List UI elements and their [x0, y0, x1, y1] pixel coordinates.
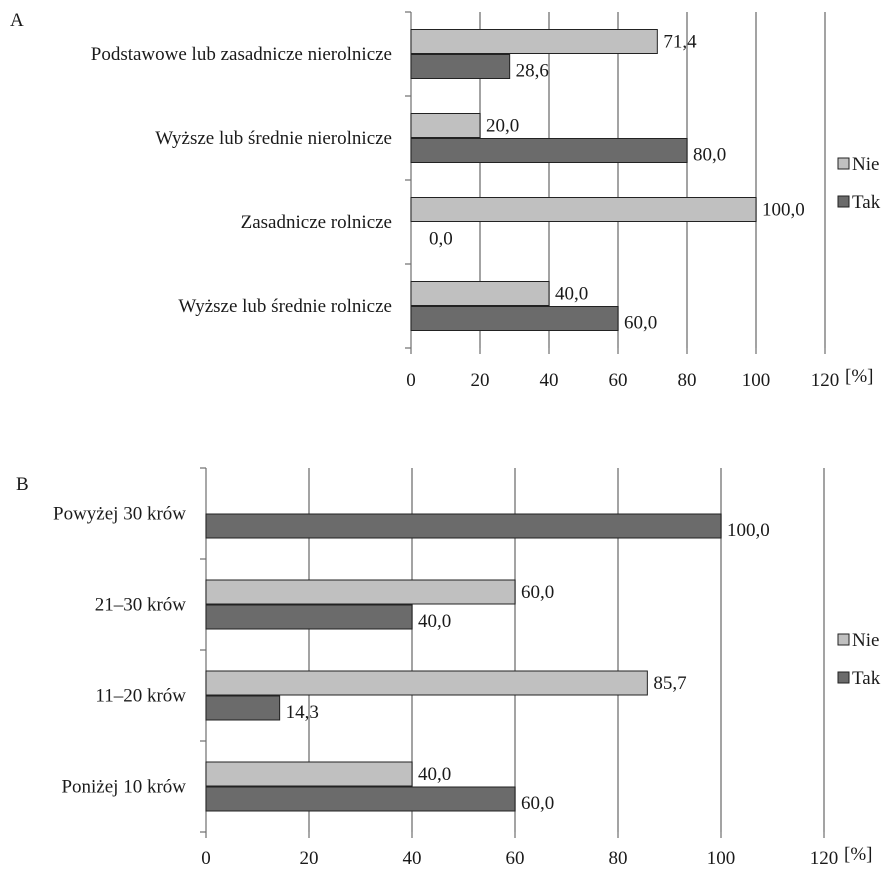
bar-tak [410, 138, 688, 163]
bar-tak [205, 695, 281, 721]
legend-swatch-tak [837, 195, 850, 208]
x-tick-label: 100 [707, 848, 736, 869]
category-label: Wyższe lub średnie nierolnicze [155, 128, 392, 149]
x-tick-label: 40 [403, 848, 422, 869]
data-label: 80,0 [693, 145, 726, 166]
data-label: 100,0 [762, 200, 805, 221]
x-tick-label: 80 [678, 370, 697, 391]
category-label: Wyższe lub średnie rolnicze [178, 296, 392, 317]
bar-nie [410, 197, 757, 222]
data-label: 40,0 [418, 611, 451, 632]
x-tick-label: 0 [406, 370, 416, 391]
x-tick-label: 120 [811, 370, 840, 391]
data-label: 40,0 [418, 764, 451, 785]
data-label: 100,0 [727, 520, 770, 541]
x-tick-label: 40 [540, 370, 559, 391]
category-label: Powyżej 30 krów [53, 504, 186, 525]
data-label: 60,0 [521, 793, 554, 814]
bar-tak [410, 54, 511, 79]
data-label: 60,0 [624, 313, 657, 334]
legend-label-nie: Nie [852, 154, 879, 175]
x-tick-label: 20 [471, 370, 490, 391]
x-tick-label: 100 [742, 370, 771, 391]
x-tick-label: 120 [810, 848, 839, 869]
bar-tak [205, 786, 516, 812]
category-label: Poniżej 10 krów [61, 777, 186, 798]
x-tick-label: 80 [609, 848, 628, 869]
category-label: 21–30 krów [95, 595, 187, 616]
x-tick-label: 60 [506, 848, 525, 869]
legend-swatch-tak [837, 671, 850, 684]
bar-nie [205, 761, 413, 787]
category-label: Podstawowe lub zasadnicze nierolnicze [91, 44, 392, 65]
legend-swatch-nie [837, 157, 850, 170]
bar-nie [410, 113, 481, 138]
category-label: Zasadnicze rolnicze [241, 212, 392, 233]
bar-nie [205, 579, 516, 605]
bar-tak [205, 513, 722, 539]
bar-tak [410, 306, 619, 331]
data-label: 14,3 [286, 702, 319, 723]
data-label: 85,7 [653, 673, 686, 694]
data-label: 60,0 [521, 582, 554, 603]
category-label: 11–20 krów [95, 686, 186, 707]
legend-swatch-nie [837, 633, 850, 646]
bar-tak [205, 604, 413, 630]
legend-label-tak: Tak [852, 192, 881, 213]
data-label: 71,4 [663, 32, 697, 53]
bar-nie [410, 29, 658, 54]
legend-label-nie: Nie [852, 630, 879, 651]
x-tick-label: 0 [201, 848, 211, 869]
x-axis-unit: [%] [845, 366, 873, 387]
x-axis-unit: [%] [844, 844, 872, 865]
data-label: 28,6 [516, 61, 549, 82]
x-tick-label: 60 [609, 370, 628, 391]
panel-label: B [16, 474, 29, 495]
data-label: 40,0 [555, 284, 588, 305]
bar-nie [410, 281, 550, 306]
panel-label: A [10, 10, 24, 31]
legend-label-tak: Tak [852, 668, 881, 689]
bar-nie [205, 670, 648, 696]
chart-panel-B: Powyżej 30 krów 100,0 21–30 krów 60,0 40,0 11… [16, 467, 881, 869]
x-tick-label: 20 [300, 848, 319, 869]
data-label: 20,0 [486, 116, 519, 137]
chart-panel-A: Podstawowe lub zasadnicze nierolnicze 71,… [10, 10, 881, 391]
data-label: 0,0 [429, 229, 453, 250]
